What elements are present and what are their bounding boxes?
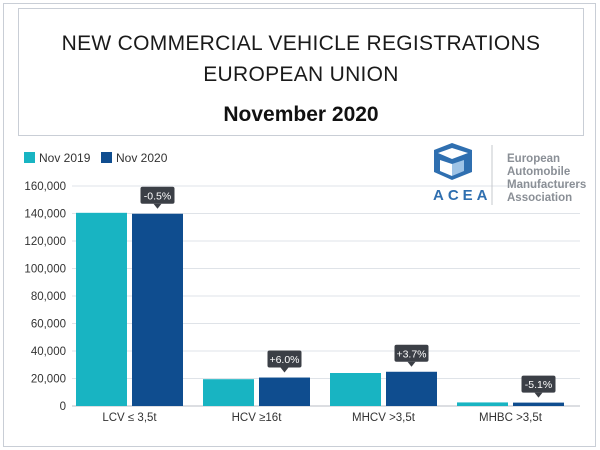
change-label: -0.5% — [144, 190, 171, 202]
change-label-box — [521, 375, 556, 393]
acea-cube-logo-icon — [434, 143, 493, 205]
change-label-pointer — [153, 203, 162, 209]
bar-nov2020 — [513, 402, 564, 406]
y-tick-label: 0 — [60, 401, 66, 413]
legend-swatch-nov2019 — [24, 152, 35, 163]
legend-label: Nov 2020 — [116, 151, 168, 165]
legend: Nov 2019 Nov 2020 — [24, 151, 168, 165]
change-label-pointer — [280, 367, 289, 373]
y-tick-label: 40,000 — [31, 346, 66, 358]
bar-nov2019 — [457, 402, 508, 406]
logo-org-line-3: Manufacturers — [507, 179, 587, 191]
y-tick-label: 60,000 — [31, 319, 66, 331]
bar-nov2019 — [76, 212, 127, 406]
logo-organization-name: European Automobile Manufacturers Associ… — [507, 153, 586, 205]
change-label-box — [140, 186, 175, 204]
change-label-pointer — [534, 392, 543, 398]
bar-nov2020 — [386, 371, 437, 406]
change-label: +3.7% — [396, 348, 426, 360]
bar-nov2019 — [203, 379, 254, 406]
bars — [76, 212, 564, 406]
legend-swatch-nov2020 — [101, 152, 112, 163]
change-callouts: -0.5% +6.0% +3.7% -5.1% — [140, 186, 556, 398]
y-tick-label: 120,000 — [24, 236, 66, 248]
change-label: +6.0% — [269, 354, 299, 366]
x-tick-label: MHCV >3,5t — [352, 412, 416, 424]
logo-org-line-1: European — [507, 153, 561, 165]
x-tick-label: MHBC >3,5t — [479, 412, 543, 424]
x-tick-label: LCV ≤ 3,5t — [102, 412, 157, 424]
change-label-box — [394, 344, 429, 362]
logo-org-line-4: Association — [507, 192, 573, 204]
logo-org-line-2: Automobile — [507, 166, 571, 178]
y-axis-ticks: 0 20,000 40,000 60,000 80,000 100,000 120,000 1… — [24, 181, 66, 413]
bar-nov2019 — [330, 373, 381, 406]
chart-subtitle: November 2020 — [223, 103, 379, 126]
bar-nov2020 — [259, 377, 310, 406]
change-label-box — [267, 350, 302, 368]
x-tick-label: HCV ≥16t — [232, 412, 283, 424]
bar-nov2020 — [132, 213, 183, 406]
logo-acronym: ACEA — [433, 187, 492, 204]
chart-title-line-2: EUROPEAN UNION — [203, 63, 399, 86]
chart-title-line-1: NEW COMMERCIAL VEHICLE REGISTRATIONS — [61, 32, 541, 55]
title-box: NEW COMMERCIAL VEHICLE REGISTRATIONS EUR… — [18, 8, 584, 136]
y-tick-label: 140,000 — [24, 209, 66, 221]
y-tick-label: 100,000 — [24, 264, 66, 276]
legend-label: Nov 2019 — [39, 151, 91, 165]
y-tick-label: 160,000 — [24, 181, 66, 193]
change-label-pointer — [407, 361, 416, 367]
x-axis-ticks: LCV ≤ 3,5t HCV ≥16t MHCV >3,5t MHBC >3,5t — [102, 412, 542, 424]
outer-frame — [3, 3, 596, 447]
y-tick-label: 80,000 — [31, 291, 66, 303]
y-tick-label: 20,000 — [31, 374, 66, 386]
change-label: -5.1% — [525, 379, 552, 391]
